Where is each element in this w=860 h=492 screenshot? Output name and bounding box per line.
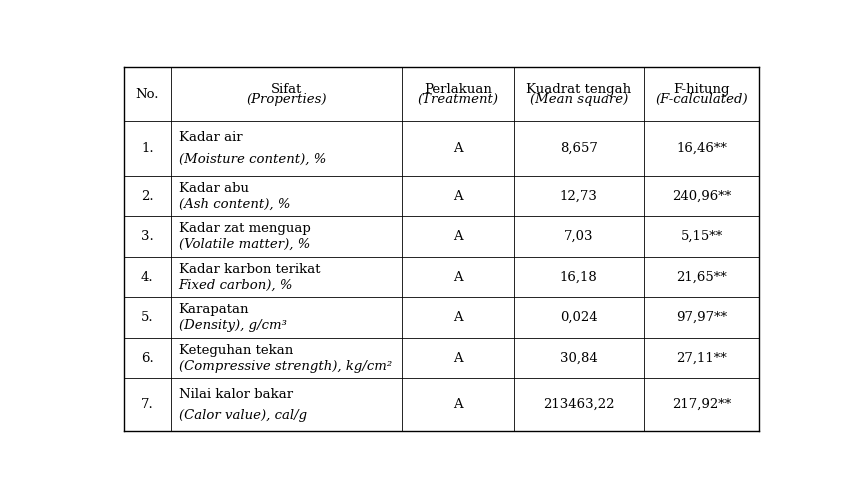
Text: (Properties): (Properties): [246, 92, 327, 106]
Text: 8,657: 8,657: [560, 142, 598, 155]
Text: A: A: [453, 398, 463, 411]
Text: 0,024: 0,024: [560, 311, 598, 324]
Text: 5.: 5.: [141, 311, 154, 324]
Text: Kadar karbon terikat: Kadar karbon terikat: [179, 263, 320, 276]
Text: A: A: [453, 271, 463, 284]
Text: 7,03: 7,03: [564, 230, 593, 243]
Text: (Compressive strength), kg/cm²: (Compressive strength), kg/cm²: [179, 360, 392, 373]
Text: 5,15**: 5,15**: [680, 230, 722, 243]
Text: Perlakuan: Perlakuan: [424, 83, 492, 96]
Text: No.: No.: [136, 88, 159, 101]
Text: Fixed carbon), %: Fixed carbon), %: [179, 279, 293, 292]
Text: 21,65**: 21,65**: [676, 271, 727, 284]
Text: (Mean square): (Mean square): [530, 92, 628, 106]
Text: Karapatan: Karapatan: [179, 303, 249, 316]
Text: (Volatile matter), %: (Volatile matter), %: [179, 238, 310, 251]
Text: (F-calculated): (F-calculated): [655, 92, 748, 106]
Text: 1.: 1.: [141, 142, 154, 155]
Text: A: A: [453, 189, 463, 203]
Text: 27,11**: 27,11**: [676, 352, 727, 365]
Text: Nilai kalor bakar: Nilai kalor bakar: [179, 388, 292, 400]
Text: Sifat: Sifat: [271, 83, 302, 96]
Text: A: A: [453, 230, 463, 243]
Text: 217,92**: 217,92**: [672, 398, 731, 411]
Text: (Ash content), %: (Ash content), %: [179, 198, 290, 211]
Text: (Calor value), cal/g: (Calor value), cal/g: [179, 409, 307, 422]
Text: 240,96**: 240,96**: [672, 189, 731, 203]
Text: 30,84: 30,84: [560, 352, 598, 365]
Text: (Density), g/cm³: (Density), g/cm³: [179, 319, 286, 332]
Text: 16,18: 16,18: [560, 271, 598, 284]
Text: 4.: 4.: [141, 271, 154, 284]
Text: 12,73: 12,73: [560, 189, 598, 203]
Text: Kadar abu: Kadar abu: [179, 182, 249, 194]
Text: Kuadrat tengah: Kuadrat tengah: [526, 83, 631, 96]
Text: 3.: 3.: [141, 230, 154, 243]
Text: 97,97**: 97,97**: [676, 311, 727, 324]
Text: Kadar zat menguap: Kadar zat menguap: [179, 222, 310, 235]
Text: A: A: [453, 352, 463, 365]
Text: 6.: 6.: [141, 352, 154, 365]
Text: 2.: 2.: [141, 189, 154, 203]
Text: A: A: [453, 142, 463, 155]
Text: (Moisture content), %: (Moisture content), %: [179, 153, 326, 166]
Text: Kadar air: Kadar air: [179, 131, 243, 144]
Text: 7.: 7.: [141, 398, 154, 411]
Text: F-hitung: F-hitung: [673, 83, 730, 96]
Text: A: A: [453, 311, 463, 324]
Text: Keteguhan tekan: Keteguhan tekan: [179, 343, 292, 357]
Text: (Treatment): (Treatment): [417, 92, 499, 106]
Text: 213463,22: 213463,22: [543, 398, 614, 411]
Text: 16,46**: 16,46**: [676, 142, 727, 155]
